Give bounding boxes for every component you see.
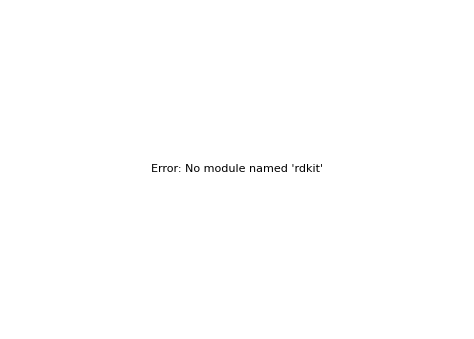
Text: Error: No module named 'rdkit': Error: No module named 'rdkit' <box>151 164 323 175</box>
